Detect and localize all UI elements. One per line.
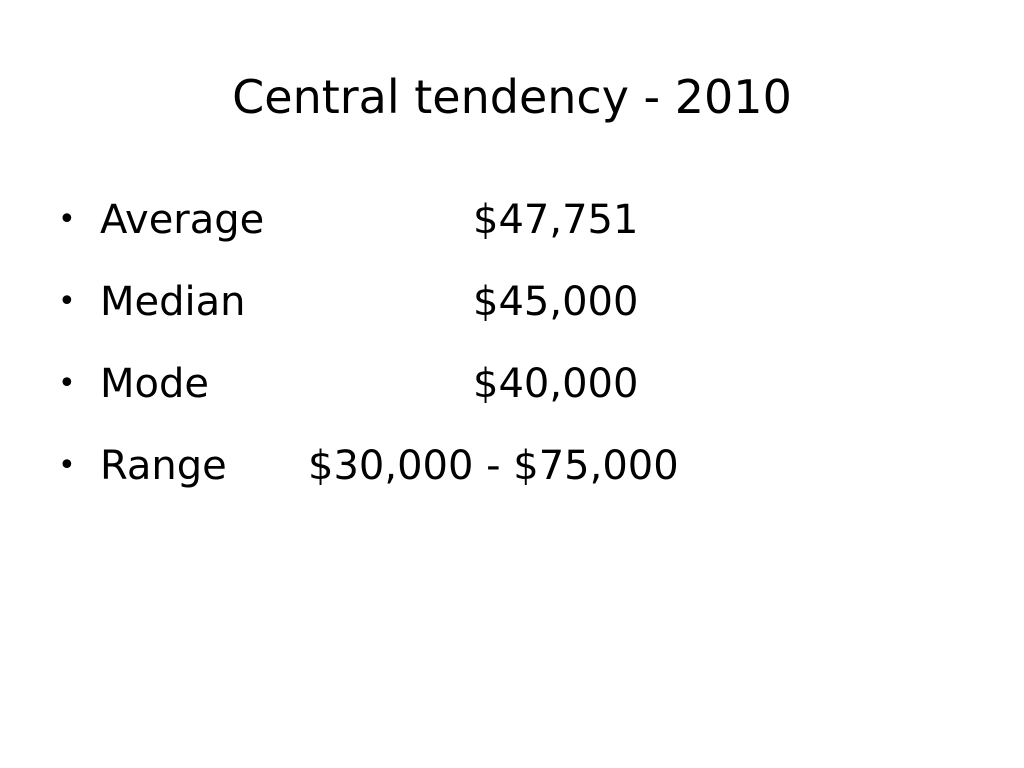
- slide-title: Central tendency - 2010: [232, 70, 792, 124]
- bullet-marker: •: [58, 202, 76, 237]
- bullet-value: $40,000: [473, 361, 639, 407]
- bullet-marker: •: [58, 448, 76, 483]
- bullet-label: Average: [100, 197, 265, 243]
- bullet-marker: •: [58, 366, 76, 401]
- bullet-label: Mode: [100, 361, 209, 407]
- bullet-marker: •: [58, 284, 76, 319]
- bullet-value: $47,751: [473, 197, 639, 243]
- bullet-label: Median: [100, 279, 246, 325]
- bullet-value: $30,000 - $75,000: [308, 443, 679, 489]
- bullet-value: $45,000: [473, 279, 639, 325]
- bullet-label: Range: [100, 443, 227, 489]
